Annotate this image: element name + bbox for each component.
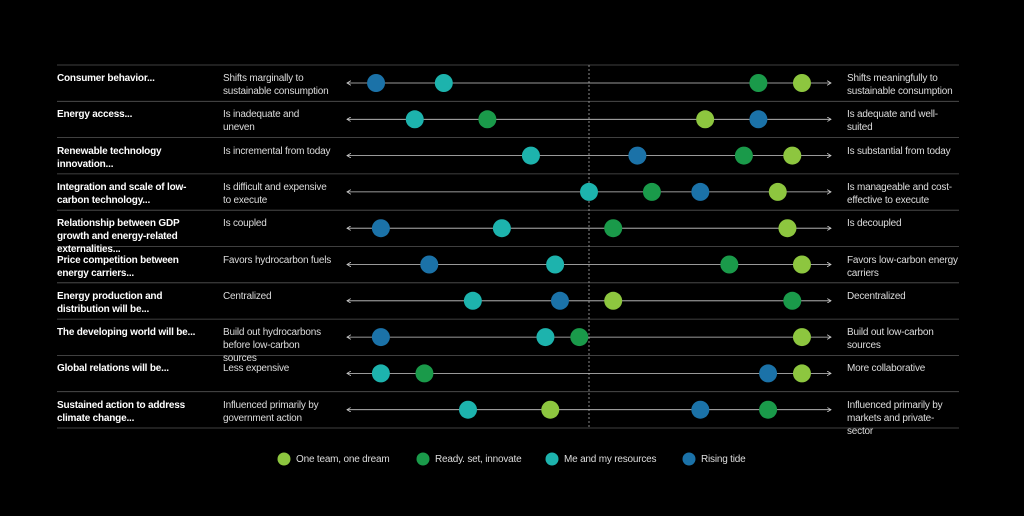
dot	[536, 328, 555, 347]
right-descriptor: Influenced primarily by markets and priv…	[847, 399, 943, 437]
dot	[415, 364, 434, 383]
dot	[734, 146, 753, 165]
dot	[759, 400, 778, 419]
dot	[546, 255, 565, 274]
legend-swatch	[682, 452, 696, 466]
dot	[778, 219, 797, 238]
row-label: Price competition between energy carrier…	[57, 254, 179, 279]
dot	[691, 400, 710, 419]
legend-swatch	[277, 452, 291, 466]
left-descriptor: Shifts marginally to sustainable consump…	[223, 73, 329, 97]
dot	[580, 182, 598, 201]
dot	[604, 291, 623, 310]
right-descriptor: Is manageable and cost-effective to exec…	[847, 181, 952, 206]
dot	[434, 74, 453, 92]
row-label: Consumer behavior...	[57, 73, 155, 84]
row-label: Energy access...	[57, 109, 133, 121]
dot	[492, 219, 511, 238]
right-descriptor: More collaborative	[847, 363, 926, 375]
legend-label: Rising tide	[701, 454, 746, 465]
left-descriptor: Is difficult and expensive to execute	[223, 181, 327, 206]
dot	[570, 328, 589, 347]
dot	[367, 74, 386, 92]
dot	[371, 364, 390, 383]
dot	[405, 110, 424, 129]
left-descriptor: Is coupled	[223, 218, 267, 230]
right-descriptor: Is decoupled	[847, 218, 902, 230]
dot	[696, 110, 715, 129]
right-descriptor: Favors low-carbon energy carriers	[847, 254, 958, 279]
dot	[792, 364, 811, 383]
left-descriptor: Favors hydrocarbon fuels	[223, 254, 332, 266]
dot	[642, 182, 661, 201]
dot	[541, 400, 560, 419]
left-descriptor: Build out hydrocarbons before low-carbon…	[223, 327, 321, 365]
dot	[759, 364, 778, 383]
left-descriptor: Less expensive	[223, 363, 290, 375]
right-descriptor: Shifts meaningfully to sustainable consu…	[847, 73, 953, 97]
dot	[521, 146, 540, 165]
right-descriptor: Decentralized	[847, 290, 906, 302]
row-label: Integration and scale of low-carbon tech…	[57, 181, 187, 206]
dot	[604, 219, 623, 238]
dot	[628, 146, 647, 165]
dot	[463, 291, 482, 310]
legend-swatch	[416, 452, 430, 466]
dot	[691, 182, 710, 201]
left-descriptor: Centralized	[223, 290, 272, 302]
row-label: Sustained action to address climate chan…	[57, 399, 185, 424]
dot	[783, 291, 802, 310]
row-label: The developing world will be...	[57, 327, 196, 339]
dot	[459, 400, 477, 419]
dot	[792, 255, 811, 274]
dot	[720, 255, 739, 274]
dot	[371, 219, 390, 238]
right-descriptor: Build out low-carbon sources	[847, 327, 934, 352]
left-descriptor: Is inadequate and uneven	[223, 109, 300, 134]
dot	[792, 74, 811, 92]
right-descriptor: Is substantial from today	[847, 145, 951, 157]
row-label: Energy production and distribution will …	[57, 290, 163, 315]
dot	[749, 74, 768, 92]
left-descriptor: Is incremental from today	[223, 145, 331, 157]
dot	[478, 110, 497, 129]
legend-swatch	[545, 452, 559, 466]
left-descriptor: Influenced primarily by government actio…	[223, 399, 319, 424]
dot	[420, 255, 439, 274]
legend-label: One team, one dream	[296, 454, 390, 465]
right-descriptor: Is adequate and well-suited	[847, 109, 938, 134]
dot	[768, 182, 787, 201]
dot	[749, 110, 768, 129]
row-label: Renewable technology innovation...	[57, 145, 162, 170]
dot	[550, 291, 569, 310]
row-label: Global relations will be...	[57, 363, 169, 375]
dot	[783, 146, 802, 165]
dot	[371, 328, 390, 347]
legend-label: Ready. set, innovate	[435, 454, 522, 465]
legend-label: Me and my resources	[564, 454, 657, 465]
dot	[792, 328, 811, 347]
row-label: Relationship between GDP growth and ener…	[57, 218, 180, 256]
